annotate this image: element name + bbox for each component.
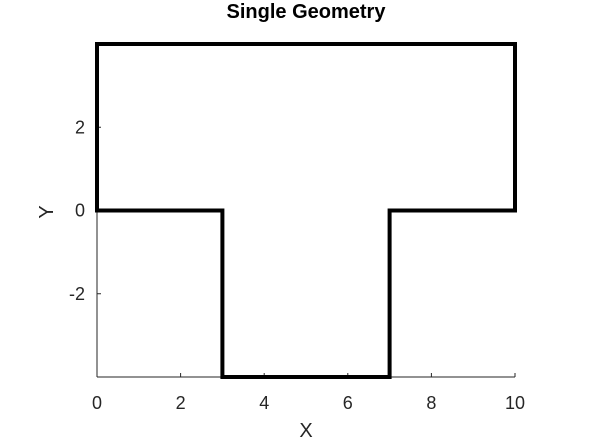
series-layer [95, 42, 517, 379]
chart-title: Single Geometry [227, 1, 387, 23]
plot-area: 0 2 4 6 8 10 -2 0 2 [69, 42, 525, 413]
x-tick-label: 10 [505, 393, 525, 413]
y-tick-label: -2 [69, 284, 85, 304]
geometry-outline-line [95, 42, 517, 379]
x-tick-label: 6 [343, 393, 353, 413]
y-axis-label: Y [36, 205, 58, 218]
x-tick-label: 0 [92, 393, 102, 413]
x-tick-label: 8 [426, 393, 436, 413]
x-axis-label: X [299, 420, 312, 437]
x-tick-label: 2 [176, 393, 186, 413]
y-tick-label: 0 [75, 201, 85, 221]
y-tick-label: 2 [75, 117, 85, 137]
x-tick-label: 4 [259, 393, 269, 413]
